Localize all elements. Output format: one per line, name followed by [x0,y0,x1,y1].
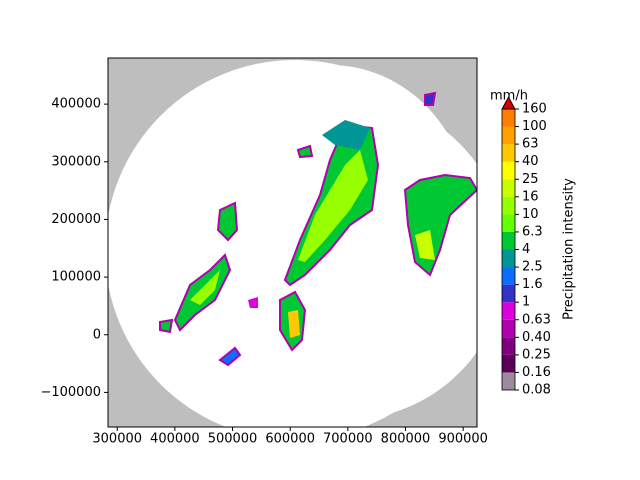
axes-frame [107,57,478,428]
colorbar-segment [502,267,515,285]
colorbar-tick-label: 2.5 [522,260,543,275]
colorbar-segment [502,372,515,390]
colorbar-unit: mm/h [490,89,528,104]
colorbar-tick-label: 1 [522,295,530,310]
colorbar-segment [502,161,515,180]
y-tick-label: 400000 [51,97,101,112]
colorbar-segment [502,302,515,320]
colorbar-segment [502,354,515,373]
colorbar-segment [502,179,515,197]
x-tick-label: 900000 [438,432,488,447]
colorbar-segment [502,231,515,250]
colorbar-segment [502,284,515,303]
colorbar-segment [502,144,515,162]
colorbar-tick-label: 0.40 [522,330,551,345]
x-tick-label: 800000 [381,432,431,447]
y-tick-label: −100000 [40,385,101,400]
colorbar-segment [502,249,515,268]
colorbar-tick-label: 40 [522,154,539,169]
colorbar-segment [502,196,515,215]
y-tick-label: 200000 [51,212,101,227]
precipitation [159,91,477,367]
colorbar-tick-label: 0.08 [522,383,551,398]
x-tick-label: 500000 [208,432,258,447]
colorbar-tick-label: 160 [522,102,547,117]
colorbar-segment [502,214,515,232]
colorbar-tick-label: 63 [522,137,539,152]
colorbar-tick-label: 6.3 [522,224,543,239]
colorbar-tick-label: 100 [522,119,547,134]
colorbar-tick-label: 10 [522,207,539,222]
colorbar-label: Precipitation intensity [562,178,577,320]
colorbar-tick-label: 16 [522,189,539,204]
colorbar-tick-label: 0.16 [522,365,551,380]
x-tick-label: 300000 [92,432,142,447]
colorbar-tick-label: 0.63 [522,312,551,327]
colorbar-tick-label: 25 [522,172,539,187]
colorbar-segment [502,337,515,355]
colorbar-segment [502,319,515,338]
x-tick-label: 700000 [323,432,373,447]
colorbar-segment [502,109,515,127]
y-tick-label: 0 [93,327,101,342]
colorbar-tick-label: 1.6 [522,277,543,292]
colorbar-tick-label: 4 [522,242,530,257]
x-tick-label: 400000 [150,432,200,447]
y-tick-label: 100000 [51,270,101,285]
map-area [108,58,477,427]
y-tick-label: 300000 [51,154,101,169]
colorbar-tick-label: 0.25 [522,347,551,362]
colorbar-segment [502,126,515,145]
x-tick-label: 600000 [265,432,315,447]
